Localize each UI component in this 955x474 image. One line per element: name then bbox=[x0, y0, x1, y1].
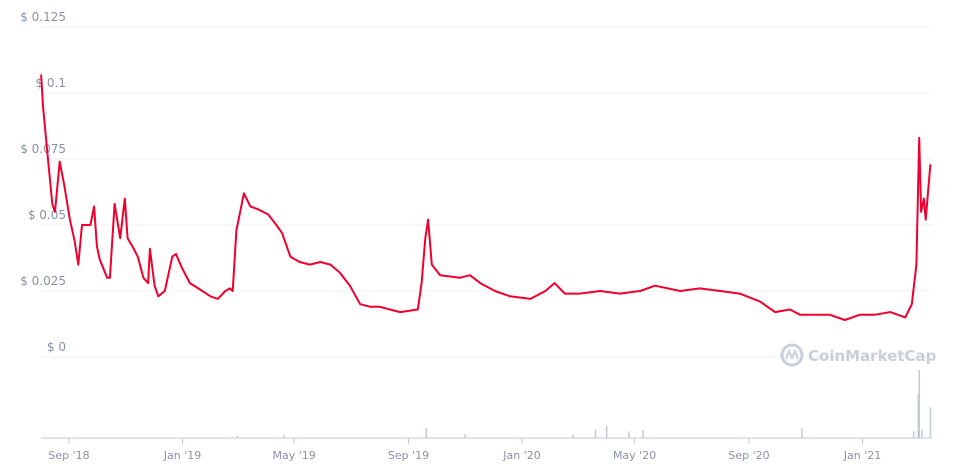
volume-bar bbox=[921, 429, 923, 438]
watermark-text: CoinMarketCap bbox=[808, 347, 937, 365]
volume-bar bbox=[594, 429, 597, 438]
y-tick-label: $ 0.05 bbox=[28, 208, 66, 222]
y-tick-label: $ 0.025 bbox=[20, 274, 66, 288]
coinmarketcap-watermark: CoinMarketCap bbox=[780, 343, 937, 367]
x-tick-label: Jan '21 bbox=[843, 449, 881, 462]
x-tick-label: Sep '20 bbox=[728, 449, 769, 462]
price-line bbox=[40, 74, 932, 321]
volume-bar bbox=[236, 435, 239, 438]
volume-bar bbox=[464, 433, 467, 438]
volume-bar bbox=[425, 427, 427, 438]
volume-bar bbox=[917, 393, 920, 438]
volume-bars bbox=[236, 370, 932, 438]
x-tick-label: Sep '19 bbox=[388, 449, 429, 462]
volume-bar bbox=[628, 431, 630, 438]
volume-bar bbox=[283, 435, 285, 438]
volume-bar bbox=[572, 434, 574, 438]
x-tick-label: Jan '20 bbox=[502, 449, 540, 462]
volume-bar bbox=[642, 429, 644, 438]
volume-bar bbox=[912, 431, 915, 438]
y-tick-label: $ 0.125 bbox=[20, 10, 66, 24]
x-tick-label: May '20 bbox=[613, 449, 656, 462]
volume-bar bbox=[605, 425, 608, 438]
y-tick-label: $ 0.075 bbox=[20, 142, 66, 156]
y-tick-label: $ 0 bbox=[47, 340, 66, 354]
x-tick-label: Jan '19 bbox=[163, 449, 201, 462]
coinmarketcap-logo-icon bbox=[780, 343, 804, 367]
x-tick-label: Sep '18 bbox=[48, 449, 89, 462]
x-tick-label: May '19 bbox=[272, 449, 315, 462]
y-tick-label: $ 0.1 bbox=[35, 76, 66, 90]
volume-bar bbox=[918, 370, 920, 438]
volume-bar bbox=[801, 428, 803, 438]
volume-bar bbox=[929, 407, 932, 438]
